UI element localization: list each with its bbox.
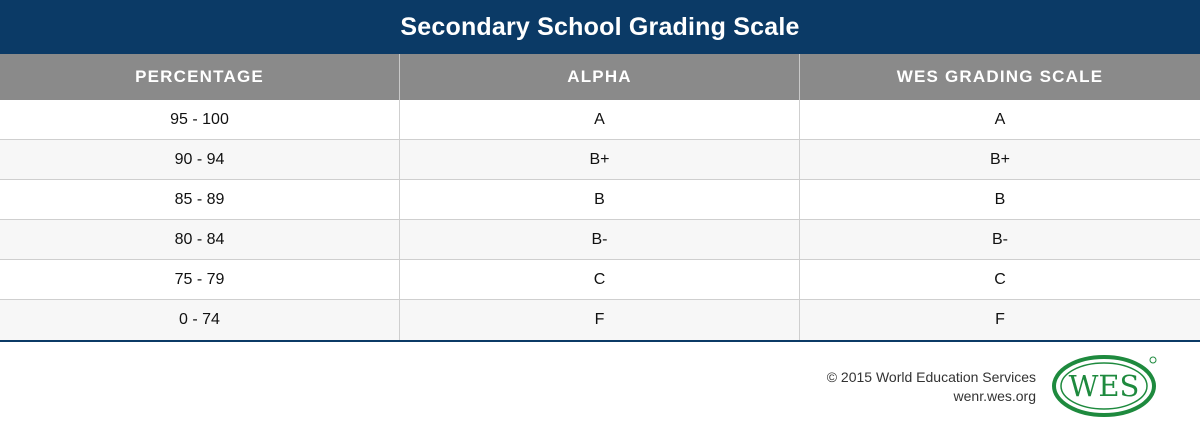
cell-percentage: 90 - 94	[0, 140, 400, 179]
logo-inner-ring	[1060, 362, 1148, 410]
table-row: 90 - 94 B+ B+	[0, 140, 1200, 180]
registered-mark-icon	[1149, 356, 1157, 364]
logo-text: WES	[1069, 369, 1140, 403]
cell-wes-grade: C	[994, 270, 1006, 288]
cell-alpha: B	[400, 180, 800, 219]
cell-alpha: A	[400, 100, 800, 139]
table-body: 95 - 100 A A 90 - 94 B+ B+ 85 - 89 B B 8…	[0, 100, 1200, 342]
cell-alpha: F	[400, 300, 800, 340]
wes-logo: WES	[1052, 355, 1157, 417]
table-row: 80 - 84 B- B-	[0, 220, 1200, 260]
column-header-alpha: ALPHA	[400, 54, 800, 100]
title-bar: Secondary School Grading Scale	[0, 0, 1200, 54]
cell-wes-grade: B	[994, 190, 1006, 208]
cell-percentage: 80 - 84	[0, 220, 400, 259]
column-header-percentage: PERCENTAGE	[0, 54, 400, 100]
footer-credit: © 2015 World Education Services wenr.wes…	[827, 368, 1036, 406]
page-title: Secondary School Grading Scale	[400, 12, 800, 41]
logo-outer-ring	[1052, 355, 1156, 417]
column-header-wes-grading-scale: WES GRADING SCALE	[896, 67, 1104, 86]
table-row: 85 - 89 B B	[0, 180, 1200, 220]
cell-wes-grade: B+	[989, 150, 1010, 168]
copyright-text: © 2015 World Education Services	[826, 369, 1036, 385]
cell-percentage: 95 - 100	[0, 100, 400, 139]
cell-wes-grade: B-	[992, 230, 1008, 248]
cell-alpha: C	[400, 260, 800, 299]
source-url: wenr.wes.org	[953, 388, 1036, 404]
table-header: PERCENTAGE ALPHA WES GRADING SCALE	[0, 54, 1200, 100]
table-row: 75 - 79 C C	[0, 260, 1200, 300]
cell-percentage: 85 - 89	[0, 180, 400, 219]
table-row: 95 - 100 A A	[0, 100, 1200, 140]
cell-alpha: B+	[400, 140, 800, 179]
cell-alpha: B-	[400, 220, 800, 259]
cell-percentage: 0 - 74	[0, 300, 400, 340]
cell-percentage: 75 - 79	[0, 260, 400, 299]
table-row: 0 - 74 F F	[0, 300, 1200, 342]
cell-wes-grade: A	[994, 110, 1006, 128]
cell-wes-grade: F	[995, 311, 1005, 328]
